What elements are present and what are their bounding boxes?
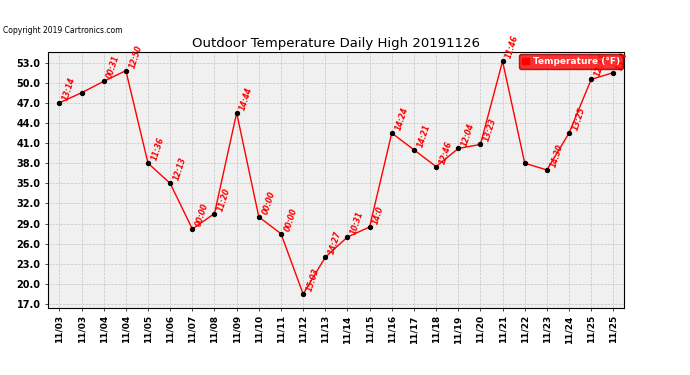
Point: [542, 167, 553, 173]
Point: [319, 254, 331, 260]
Text: 15:4: 15:4: [615, 51, 629, 71]
Text: 15:03: 15:03: [305, 267, 321, 293]
Point: [98, 78, 109, 84]
Point: [364, 224, 375, 230]
Point: [564, 130, 575, 136]
Text: 14:0: 14:0: [371, 205, 386, 226]
Point: [586, 76, 597, 82]
Text: 00:00: 00:00: [194, 202, 210, 228]
Text: 00:31: 00:31: [106, 54, 121, 80]
Text: 10:31: 10:31: [349, 210, 365, 236]
Legend: Temperature (°F): Temperature (°F): [520, 54, 622, 69]
Text: 14:30: 14:30: [549, 143, 564, 169]
Point: [475, 141, 486, 147]
Text: 13:25: 13:25: [571, 106, 586, 132]
Text: 00:00: 00:00: [261, 190, 277, 216]
Point: [408, 147, 420, 153]
Text: 14:44: 14:44: [239, 86, 255, 111]
Point: [497, 58, 508, 64]
Text: 12:50: 12:50: [128, 44, 144, 69]
Text: 14:27: 14:27: [327, 230, 343, 256]
Text: Copyright 2019 Cartronics.com: Copyright 2019 Cartronics.com: [3, 26, 123, 35]
Point: [231, 110, 242, 116]
Point: [453, 146, 464, 152]
Point: [431, 164, 442, 170]
Point: [519, 160, 530, 166]
Text: 12:46: 12:46: [438, 140, 454, 165]
Point: [54, 100, 65, 106]
Text: 11:20: 11:20: [216, 187, 233, 212]
Point: [608, 70, 619, 76]
Point: [76, 90, 87, 96]
Text: 11:46: 11:46: [504, 34, 520, 60]
Text: 14:21: 14:21: [415, 123, 432, 148]
Point: [209, 210, 220, 216]
Text: 12:11: 12:11: [593, 53, 609, 78]
Point: [342, 234, 353, 240]
Point: [386, 130, 397, 136]
Text: 13:14: 13:14: [61, 76, 77, 102]
Text: 14:24: 14:24: [393, 106, 410, 132]
Text: 00:00: 00:00: [283, 207, 299, 232]
Text: 13:23: 13:23: [482, 117, 498, 143]
Point: [187, 226, 198, 232]
Point: [165, 180, 176, 186]
Point: [275, 231, 286, 237]
Point: [120, 68, 131, 74]
Point: [143, 160, 154, 166]
Point: [297, 291, 308, 297]
Title: Outdoor Temperature Daily High 20191126: Outdoor Temperature Daily High 20191126: [193, 37, 480, 50]
Text: 11:36: 11:36: [150, 136, 166, 162]
Text: 12:04: 12:04: [460, 122, 476, 147]
Point: [253, 214, 264, 220]
Text: 12:13: 12:13: [172, 156, 188, 182]
